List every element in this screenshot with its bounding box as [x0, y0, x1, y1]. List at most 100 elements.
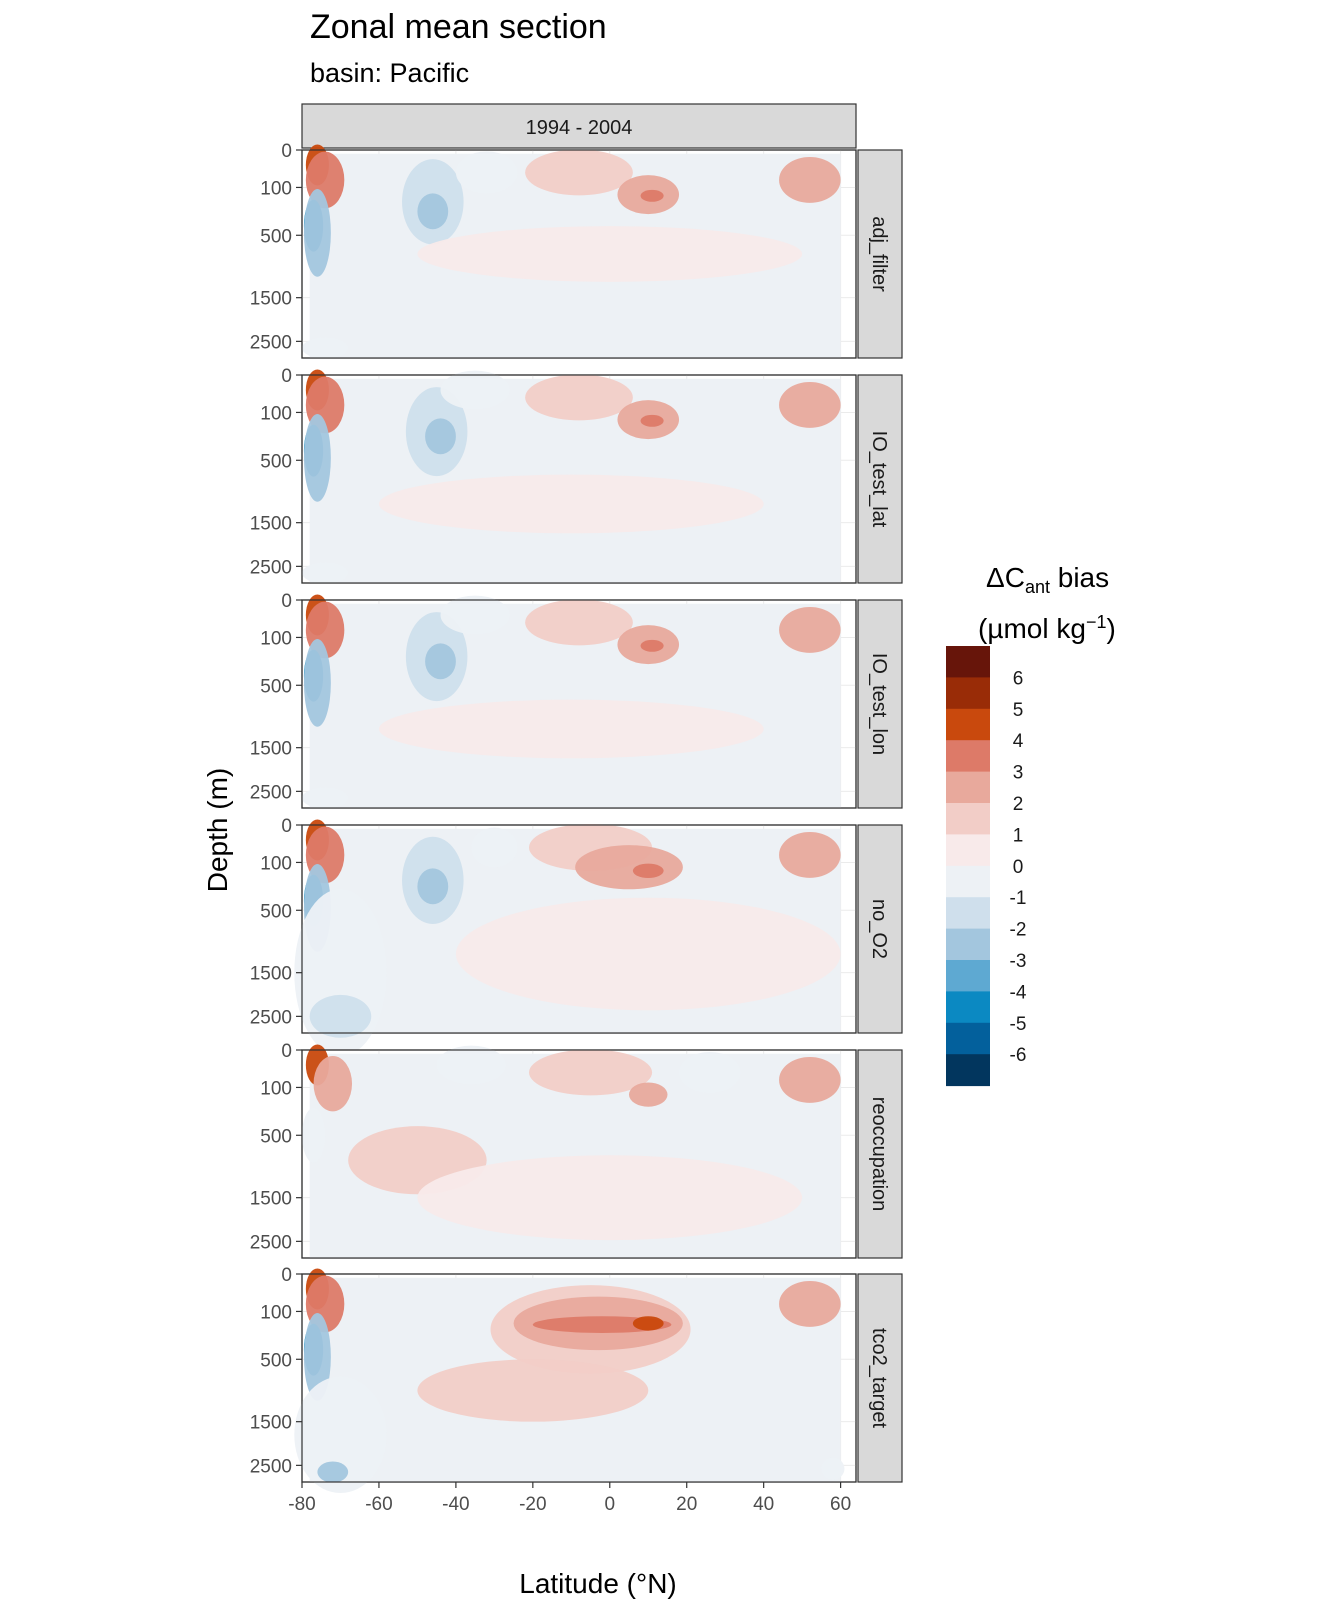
field-blob: [779, 1057, 841, 1103]
field-blob: [302, 787, 349, 809]
facet-strip: [857, 374, 903, 584]
legend-swatch: [946, 897, 990, 930]
facet-label: reoccupation: [868, 1097, 890, 1212]
y-tick-label: 500: [260, 676, 292, 697]
legend-label: 0: [1013, 857, 1024, 878]
panel-border: [301, 599, 857, 809]
field-blob: [525, 149, 633, 196]
field-blob: [821, 1457, 845, 1480]
field-blob: [455, 897, 841, 1011]
y-tick-label: 1500: [250, 514, 292, 535]
field-blob: [779, 1281, 841, 1327]
x-tick-label: 40: [753, 1494, 774, 1515]
field-blob: [779, 157, 841, 203]
facet-strip: [857, 824, 903, 1034]
field-blob: [303, 414, 331, 502]
y-tick-label: 1500: [250, 1413, 292, 1434]
column-strip-label: 1994 - 2004: [526, 117, 633, 139]
legend-swatch: [946, 803, 990, 835]
y-tick-label: 1500: [250, 964, 292, 985]
legend-label: -5: [1010, 1014, 1027, 1035]
y-tick-label: 100: [260, 403, 292, 424]
facet-strip: [857, 149, 903, 359]
field-blob: [378, 699, 764, 759]
field-blob: [779, 382, 841, 428]
y-tick-label: 100: [260, 853, 292, 874]
field-blob: [317, 1461, 349, 1483]
legend-label: 3: [1013, 763, 1024, 784]
facet-strip: [857, 1049, 903, 1259]
legend-label: -2: [1010, 920, 1027, 941]
panel-border: [301, 1273, 857, 1483]
y-tick-label: 0: [281, 1265, 292, 1286]
legend-swatch: [946, 646, 990, 678]
field-blob: [417, 193, 449, 230]
legend-label: 4: [1013, 731, 1024, 752]
y-tick-label: 1500: [250, 739, 292, 760]
legend-swatch: [946, 740, 990, 773]
field-blob: [417, 1359, 649, 1422]
legend-swatch: [946, 865, 990, 898]
legend-swatch: [946, 708, 990, 741]
panel-border: [301, 374, 857, 584]
field-blob: [378, 474, 764, 534]
y-tick-label: 500: [260, 901, 292, 922]
x-tick-label: -80: [288, 1494, 315, 1515]
x-tick-label: -20: [519, 1494, 546, 1515]
y-axis-label: Depth (m): [202, 767, 233, 893]
y-tick-label: 100: [260, 1078, 292, 1099]
y-tick-label: 2500: [250, 557, 292, 578]
chart-title: Zonal mean section: [310, 8, 607, 46]
facet-label: adj_filter: [868, 216, 890, 292]
x-axis-label: Latitude (°N): [519, 1568, 677, 1599]
y-tick-label: 100: [260, 628, 292, 649]
legend-swatch: [946, 1022, 990, 1055]
legend-label: 2: [1013, 794, 1024, 815]
field-blob: [425, 643, 456, 680]
panel-border: [301, 824, 857, 1034]
y-tick-label: 0: [281, 816, 292, 837]
panel-border: [301, 1049, 857, 1259]
field-blob: [528, 1049, 653, 1096]
y-tick-label: 500: [260, 1126, 292, 1147]
y-tick-label: 2500: [250, 1456, 292, 1477]
field-blob: [640, 189, 664, 202]
x-tick-label: 60: [830, 1494, 851, 1515]
facet-label: IO_test_lat: [868, 431, 890, 528]
y-tick-label: 500: [260, 451, 292, 472]
y-tick-label: 1500: [250, 1189, 292, 1210]
field-blob: [303, 639, 331, 727]
y-tick-label: 500: [260, 1350, 292, 1371]
field-blob: [302, 1107, 326, 1163]
legend-label: -6: [1010, 1045, 1027, 1066]
x-tick-label: -60: [365, 1494, 392, 1515]
field-blob: [436, 1045, 506, 1085]
facet-label: tco2_target: [868, 1328, 890, 1429]
y-tick-label: 2500: [250, 1007, 292, 1028]
legend-swatch: [946, 928, 990, 961]
field-blob: [640, 639, 664, 652]
y-tick-label: 2500: [250, 332, 292, 353]
panel-border: [301, 149, 857, 359]
legend-label: -3: [1010, 951, 1027, 972]
legend-title-line-1: ΔCant bias: [986, 562, 1110, 597]
field-blob: [417, 226, 803, 282]
field-blob: [679, 1051, 741, 1093]
y-tick-label: 100: [260, 1302, 292, 1323]
field-blob: [303, 1313, 331, 1401]
y-tick-label: 100: [260, 178, 292, 199]
x-tick-label: 20: [676, 1494, 697, 1515]
legend-label: -1: [1010, 888, 1027, 909]
field-blob: [575, 845, 683, 890]
legend-label: 6: [1013, 668, 1024, 689]
y-tick-label: 2500: [250, 782, 292, 803]
field-blob: [417, 1155, 803, 1241]
field-blob: [313, 1056, 353, 1112]
legend-swatch: [946, 677, 990, 710]
y-tick-label: 500: [260, 226, 292, 247]
legend-swatch: [946, 834, 990, 867]
y-tick-label: 0: [281, 366, 292, 387]
facet-label: IO_test_lon: [868, 653, 890, 755]
